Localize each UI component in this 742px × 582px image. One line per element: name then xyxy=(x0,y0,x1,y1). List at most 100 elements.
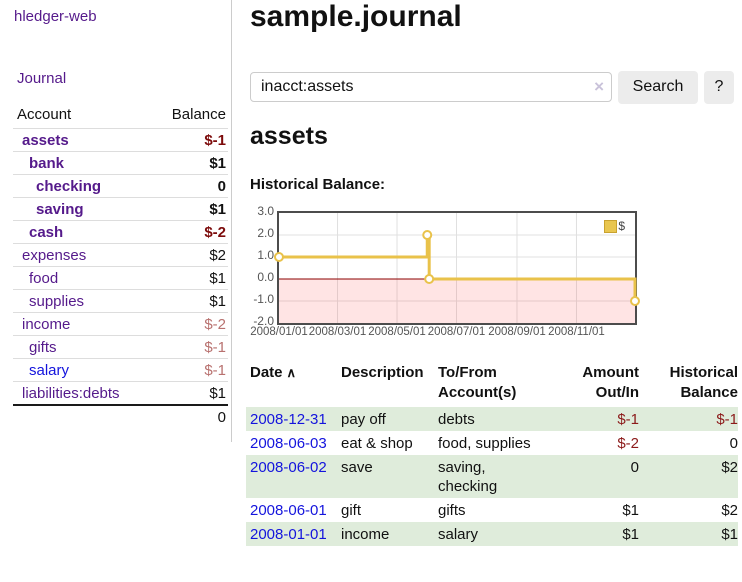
transaction-date-link[interactable]: 2008-12-31 xyxy=(250,411,327,428)
date-header-label: Date xyxy=(250,364,283,381)
main-content: sample.journal × Search ? assets Histori… xyxy=(232,0,742,582)
transaction-accounts: salary xyxy=(438,526,479,543)
transaction-date-link[interactable]: 2008-01-01 xyxy=(250,526,327,543)
y-tick-label: 0.0 xyxy=(257,270,274,284)
accounts-total-row: 0 xyxy=(13,405,228,428)
account-row: checking 0 xyxy=(13,174,228,198)
clear-search-icon[interactable]: × xyxy=(594,77,604,96)
account-link-expenses[interactable]: expenses xyxy=(22,247,87,264)
account-link-salary[interactable]: salary xyxy=(29,362,70,379)
page-title: sample.journal xyxy=(250,0,462,33)
transaction-description: gift xyxy=(341,502,362,519)
account-balance: $2 xyxy=(209,247,226,264)
register-header-row: Date ∧ Description To/From Account(s) Amo… xyxy=(246,363,738,407)
account-balance: $1 xyxy=(209,385,226,402)
account-balance: $1 xyxy=(209,201,226,218)
account-balance: $-1 xyxy=(204,132,226,149)
data-point-marker xyxy=(630,296,640,306)
account-row: assets $-1 xyxy=(13,128,228,152)
data-point-marker xyxy=(274,252,284,262)
account-balance: $-1 xyxy=(204,339,226,356)
balance-chart: 3.0 2.0 1.0 0.0 -1.0 -2.0 $ 2008/01/01 2008/03… xyxy=(250,204,736,345)
search-button[interactable]: Search xyxy=(618,70,698,104)
account-row: saving $1 xyxy=(13,197,228,221)
transaction-amount: 0 xyxy=(630,459,639,476)
account-row: food $1 xyxy=(13,266,228,290)
transaction-amount: $-1 xyxy=(617,411,639,428)
transaction-description: save xyxy=(341,459,373,476)
register-header-description: Description xyxy=(341,364,424,381)
x-tick-label: 2008/05/01 xyxy=(368,326,426,338)
sort-ascending-icon: ∧ xyxy=(286,365,297,380)
account-balance: $1 xyxy=(209,155,226,172)
account-row: cash $-2 xyxy=(13,220,228,244)
x-tick-label: 2008/11/01 xyxy=(548,326,605,338)
transaction-amount: $1 xyxy=(622,502,639,519)
transaction-date-link[interactable]: 2008-06-02 xyxy=(250,459,327,476)
account-balance: $-2 xyxy=(204,224,226,241)
register-row: 2008-06-02 save saving, checking 0 $2 xyxy=(246,455,738,498)
register-row: 2008-12-31 pay off debts $-1 $-1 xyxy=(246,407,738,431)
transaction-accounts: saving, checking xyxy=(438,459,498,495)
account-link-gifts[interactable]: gifts xyxy=(29,339,57,356)
accounts-header-account: Account xyxy=(17,106,72,123)
account-link-bank[interactable]: bank xyxy=(29,155,65,172)
legend-label: $ xyxy=(618,219,625,233)
register-header-amount: Amount Out/In xyxy=(582,364,639,401)
y-tick-label: -1.0 xyxy=(253,292,274,306)
accounts-total-balance: 0 xyxy=(217,409,226,426)
account-link-supplies[interactable]: supplies xyxy=(29,293,85,310)
account-link-assets[interactable]: assets xyxy=(22,132,69,149)
account-row: gifts $-1 xyxy=(13,335,228,359)
transaction-accounts: debts xyxy=(438,411,475,428)
x-tick-label: 2008/09/01 xyxy=(488,326,546,338)
sidebar-item-journal[interactable]: Journal xyxy=(17,70,67,87)
register-table: Date ∧ Description To/From Account(s) Amo… xyxy=(246,363,738,546)
account-link-liabilities-debts[interactable]: liabilities:debts xyxy=(22,385,120,402)
chart-legend: $ xyxy=(604,219,625,233)
search-input[interactable] xyxy=(250,72,612,102)
transaction-balance: $2 xyxy=(721,502,738,519)
data-point-marker xyxy=(422,230,433,240)
search-form: × Search ? xyxy=(250,70,736,104)
transaction-description: eat & shop xyxy=(341,435,413,452)
data-point-marker xyxy=(424,274,435,284)
account-balance: $-2 xyxy=(204,316,226,333)
account-link-income[interactable]: income xyxy=(22,316,71,333)
legend-swatch-icon xyxy=(604,219,618,233)
account-row: expenses $2 xyxy=(13,243,228,267)
transaction-balance: $2 xyxy=(721,459,738,476)
brand-link[interactable]: hledger-web xyxy=(14,8,97,25)
register-row: 2008-01-01 income salary $1 $1 xyxy=(246,522,738,546)
account-row: bank $1 xyxy=(13,151,228,175)
register-header-accounts: To/From Account(s) xyxy=(438,364,517,401)
account-balance: 0 xyxy=(217,178,226,195)
accounts-header-balance: Balance xyxy=(171,106,226,123)
transaction-balance: 0 xyxy=(729,435,738,452)
help-button[interactable]: ? xyxy=(704,70,734,104)
transaction-date-link[interactable]: 2008-06-01 xyxy=(250,502,327,519)
account-link-food[interactable]: food xyxy=(29,270,59,287)
chart-plot[interactable]: $ xyxy=(274,211,640,325)
account-link-checking[interactable]: checking xyxy=(36,178,102,195)
x-tick-label: 2008/01/01 xyxy=(250,326,308,338)
transaction-amount: $1 xyxy=(622,526,639,543)
y-tick-label: 3.0 xyxy=(257,204,274,218)
transaction-accounts: food, supplies xyxy=(438,435,531,452)
accounts-table: Account Balance assets $-1 bank $1 checking 0… xyxy=(13,102,228,428)
x-tick-label: 2008/07/01 xyxy=(427,326,486,338)
accounts-header-row: Account Balance xyxy=(13,102,228,129)
account-balance: $-1 xyxy=(204,362,226,379)
account-link-cash[interactable]: cash xyxy=(29,224,64,241)
account-title: assets xyxy=(250,122,328,150)
transaction-description: income xyxy=(341,526,390,543)
transaction-date-link[interactable]: 2008-06-03 xyxy=(250,435,327,452)
y-tick-label: 1.0 xyxy=(257,248,274,262)
transaction-accounts: gifts xyxy=(438,502,466,519)
register-header-balance: Historical Balance xyxy=(669,364,738,401)
register-row: 2008-06-03 eat & shop food, supplies $-2 0 xyxy=(246,431,738,455)
y-tick-label: -2.0 xyxy=(253,314,274,328)
account-link-saving[interactable]: saving xyxy=(36,201,84,218)
transaction-balance: $-1 xyxy=(716,411,738,428)
account-row: income $-2 xyxy=(13,312,228,336)
